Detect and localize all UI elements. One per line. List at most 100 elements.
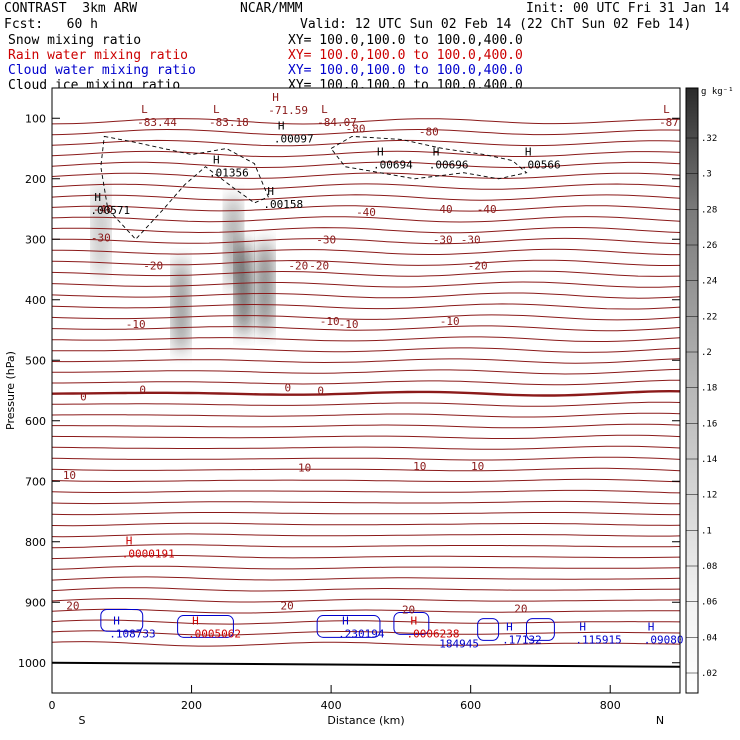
- y-tick-label: 100: [25, 112, 46, 125]
- colorbar-label: .2: [701, 348, 712, 358]
- colorbar-label: .04: [701, 633, 717, 643]
- temperature-contour: [51, 281, 681, 288]
- temperature-contour: [51, 544, 681, 549]
- temperature-contour: [51, 630, 681, 636]
- extremum-mark: L: [213, 103, 220, 116]
- field-xy-rain: XY= 100.0,100.0 to 100.0,400.0: [288, 48, 523, 63]
- extremum-mark: L: [663, 103, 670, 116]
- temperature-contour: [51, 565, 681, 570]
- temperature-label: -10: [126, 318, 146, 331]
- colorbar-label: .22: [701, 312, 717, 322]
- colorbar-label: .06: [701, 598, 717, 608]
- south-label: S: [79, 714, 86, 727]
- y-tick-label: 900: [25, 596, 46, 609]
- extremum-value: -83.18: [209, 116, 249, 129]
- temperature-contour: [51, 489, 681, 494]
- extremum-value: -84.07: [317, 116, 357, 129]
- surface-line: [51, 661, 681, 668]
- temperature-contour: [51, 314, 681, 321]
- temperature-label: -40: [356, 206, 376, 219]
- extremum-mark: H: [267, 185, 274, 198]
- temperature-label: -40: [93, 203, 113, 216]
- colorbar-label: .32: [701, 134, 717, 144]
- ice-shading-3: [234, 239, 253, 336]
- temperature-label: -80: [346, 123, 366, 136]
- temperature-contour: [51, 500, 681, 505]
- temperature-label: 20: [281, 599, 294, 612]
- extremum-value: .09080: [644, 634, 684, 647]
- extremum-mark: H: [94, 191, 101, 204]
- extremum-value: .01356: [209, 166, 249, 179]
- temperature-label: 0: [139, 383, 146, 396]
- y-tick-label: 300: [25, 233, 46, 246]
- field-name-cloud-water: Cloud water mixing ratio: [8, 63, 196, 78]
- temperature-label: -40: [433, 203, 453, 216]
- temperature-contour: [51, 139, 681, 147]
- field-name-rain: Rain water mixing ratio: [8, 48, 189, 63]
- temperature-contour: [51, 576, 681, 581]
- extremum-mark: H: [278, 120, 285, 133]
- temperature-contour: [51, 194, 681, 201]
- extremum-mark: H: [377, 146, 384, 159]
- temperature-contour: [51, 412, 681, 418]
- temperature-label: -30: [433, 233, 453, 246]
- y-tick-label: 600: [25, 415, 46, 428]
- temperature-contour: [51, 608, 680, 614]
- temperature-label: -80: [419, 126, 439, 139]
- y-tick-label: 400: [25, 294, 46, 307]
- colorbar: .32 .3 .28 .26 .24 .22 .2 .18 .16 .14 .12 .1 .08 .06.…: [685, 87, 734, 694]
- extremum-value: .00696: [429, 159, 469, 172]
- colorbar-label: .08: [701, 562, 717, 572]
- extremum-value: .00097: [274, 133, 314, 146]
- extremum-mark: H: [213, 153, 220, 166]
- org-label: NCAR/MMM: [240, 1, 303, 16]
- cloud-water-contour-2: [316, 615, 381, 638]
- y-tick-label: 1000: [18, 657, 46, 670]
- temperature-contour: [51, 183, 681, 190]
- temperature-label: -20: [288, 259, 308, 272]
- temperature-label: 0: [285, 381, 292, 394]
- extremum-value: .230194: [338, 627, 385, 640]
- extremum-value: .00158: [263, 198, 303, 211]
- temperature-label: -30: [316, 233, 336, 246]
- temperature-contour: [51, 401, 681, 407]
- temperature-contour: [51, 512, 680, 516]
- temperature-contour: [51, 587, 681, 592]
- north-label: N: [656, 714, 664, 727]
- temperature-contour: [51, 237, 681, 245]
- x-tick-label: 200: [181, 699, 202, 712]
- temperature-contour: [52, 368, 681, 375]
- extremum-mark: H: [126, 535, 133, 548]
- temperature-contour: [51, 478, 681, 483]
- extremum-mark: H: [506, 621, 513, 634]
- extremum-mark: H: [648, 621, 655, 634]
- extremum-value: -87: [659, 116, 679, 129]
- extremum-value: -83.44: [137, 116, 177, 129]
- temperature-contour: [52, 379, 681, 386]
- x-tick-label: 600: [460, 699, 481, 712]
- temperature-contour: [51, 161, 681, 169]
- temperature-label: -20: [468, 259, 488, 272]
- temperature-contour: [51, 522, 681, 527]
- extremum-mark: H: [410, 614, 417, 627]
- cloud-water-contour-4: [477, 618, 500, 641]
- extremum-mark: L: [141, 103, 148, 116]
- temperature-contour: [51, 226, 681, 234]
- extremum-mark: H: [342, 614, 349, 627]
- temperature-contour: [51, 467, 681, 472]
- extremum-value: .115915: [575, 634, 621, 647]
- model-label: CONTRAST 3km ARW: [4, 1, 138, 16]
- colorbar-label: .14: [701, 455, 717, 465]
- field-name-snow: Snow mixing ratio: [8, 33, 142, 48]
- y-axis-label: Pressure (hPa): [4, 351, 17, 430]
- temperature-label: -10: [320, 315, 340, 328]
- y-tick-label: 500: [25, 354, 46, 367]
- temperature-contour: [51, 641, 681, 647]
- temperature-contour: [51, 434, 681, 439]
- temperature-label: 0: [317, 385, 324, 398]
- extremum-value: .00694: [373, 159, 413, 172]
- extremum-mark: H: [579, 621, 586, 634]
- temperature-label: -20: [309, 259, 329, 272]
- extremum-value: .0006238: [406, 627, 459, 640]
- extremum-mark: H: [525, 146, 532, 159]
